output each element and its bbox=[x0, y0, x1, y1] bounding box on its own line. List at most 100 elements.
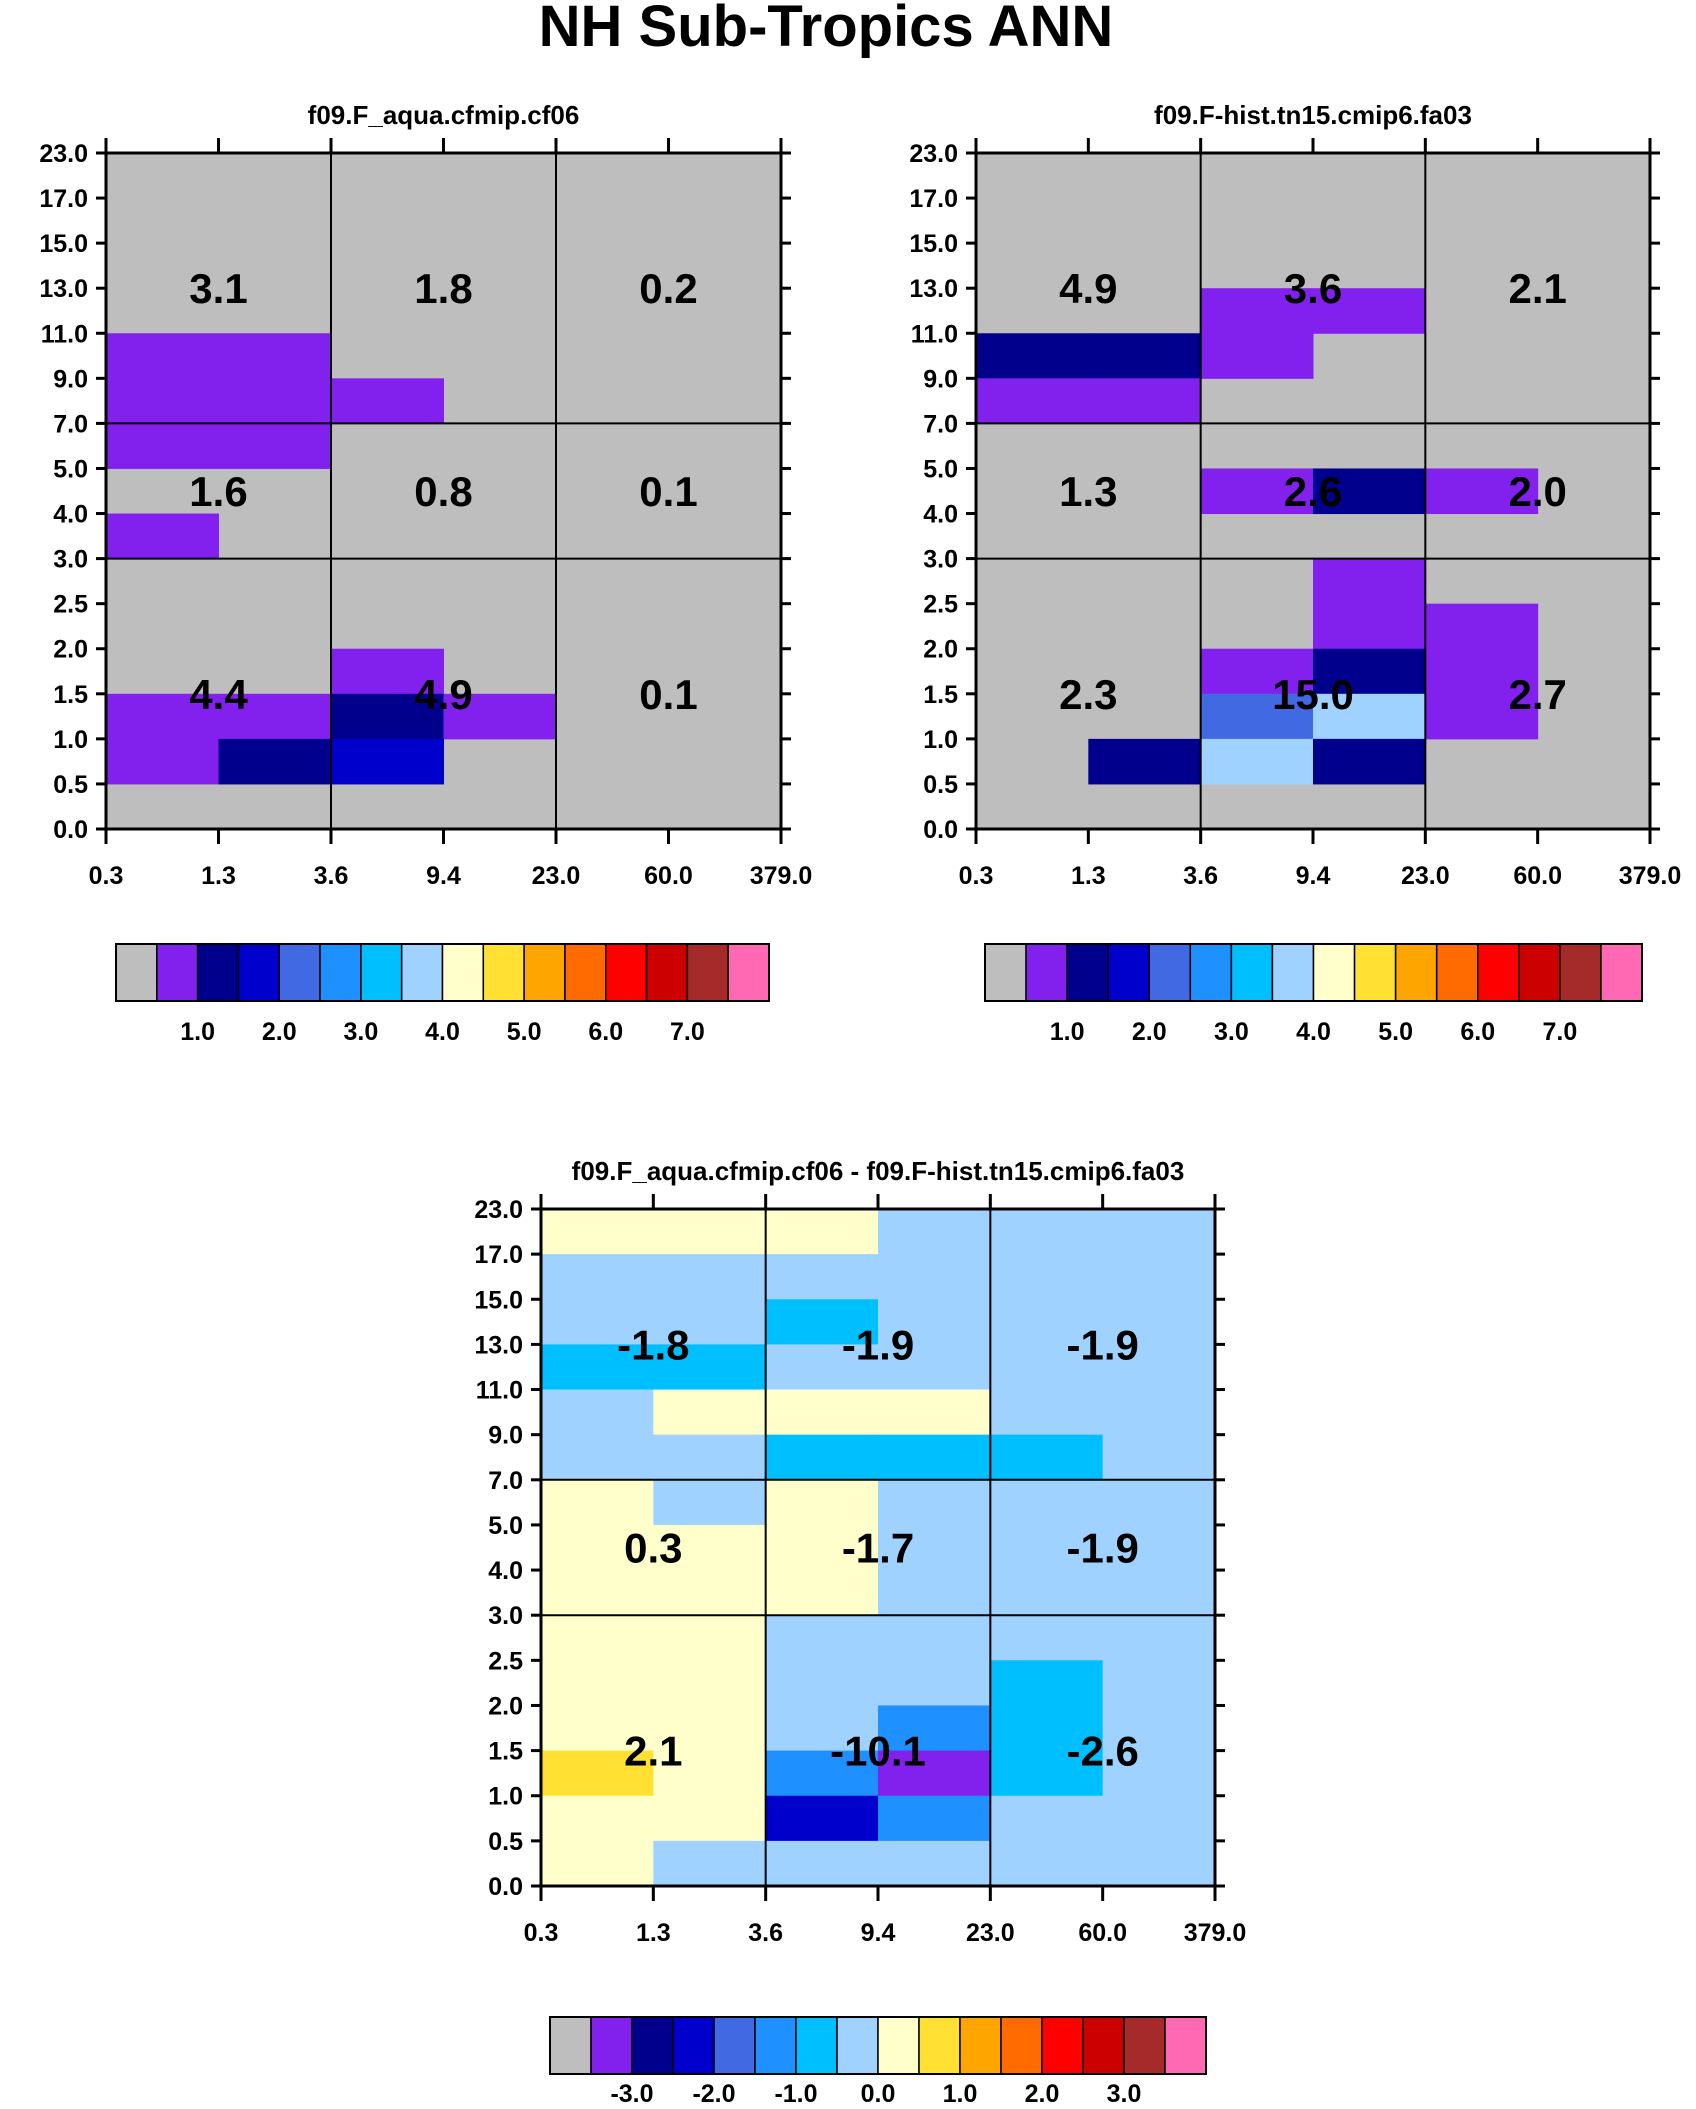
group-total-label: 2.1 bbox=[624, 1728, 682, 1775]
group-total-label: 4.9 bbox=[414, 671, 472, 718]
heatmap-cell bbox=[990, 1209, 1104, 1255]
colorbar-box bbox=[564, 943, 607, 1002]
colorbar-box bbox=[523, 943, 566, 1002]
colorbar-label: 4.0 bbox=[1296, 1018, 1331, 1046]
colorbar-box bbox=[1312, 943, 1356, 1002]
heatmap-cell bbox=[765, 1524, 879, 1571]
heatmap-cell bbox=[976, 378, 1089, 424]
y-tick-label: 15.0 bbox=[909, 230, 958, 258]
colorbar-label: -1.0 bbox=[774, 2080, 817, 2108]
colorbar-box bbox=[1435, 943, 1479, 1002]
colorbar-box bbox=[1082, 2016, 1125, 2075]
heatmap-cell bbox=[765, 1615, 879, 1661]
heatmap-cell bbox=[653, 1434, 767, 1481]
heatmap-cell bbox=[878, 1254, 991, 1300]
colorbar-label: 7.0 bbox=[670, 1018, 705, 1046]
heatmap-cell bbox=[1425, 468, 1539, 515]
x-tick-label: 23.0 bbox=[1401, 862, 1450, 890]
heatmap-cell bbox=[1102, 1344, 1216, 1391]
heatmap-cell bbox=[1313, 288, 1426, 334]
colorbar-box bbox=[1041, 2016, 1084, 2075]
colorbar-box bbox=[645, 943, 689, 1002]
panel-title: f09.F_aqua.cfmip.cf06 - f09.F-hist.tn15.… bbox=[572, 1156, 1185, 1186]
x-tick-label: 60.0 bbox=[1078, 1919, 1127, 1947]
heatmap-cell bbox=[878, 1299, 991, 1345]
colorbar-frame bbox=[115, 943, 770, 1002]
heatmap-cell bbox=[218, 333, 332, 379]
x-tick-label: 379.0 bbox=[750, 862, 813, 890]
heatmap-cell bbox=[765, 1254, 879, 1300]
y-tick-label: 3.0 bbox=[53, 546, 88, 574]
heatmap-cell bbox=[541, 1524, 654, 1571]
y-tick-label: 7.0 bbox=[488, 1467, 523, 1495]
heatmap-cell bbox=[976, 333, 1089, 379]
heatmap-cell bbox=[1200, 693, 1314, 740]
colorbar-box bbox=[754, 2016, 797, 2075]
panel-2: f09.F-hist.tn15.cmip6.fa03 0.0 0.5 1.0 1.5 2.… bbox=[909, 100, 1681, 1046]
heatmap-cell bbox=[106, 423, 219, 469]
heatmap-cell bbox=[990, 1344, 1104, 1391]
group-total-label: 2.0 bbox=[1508, 468, 1566, 515]
panel-1: f09.F_aqua.cfmip.cf06 0.0 0.5 1.0 1.5 2.0 2.5 3… bbox=[39, 100, 812, 1046]
heatmap-cell bbox=[331, 378, 444, 424]
heatmap-cell bbox=[218, 738, 332, 785]
heatmap-cell bbox=[1200, 288, 1314, 334]
y-tick-label: 9.0 bbox=[53, 365, 88, 393]
colorbar-box bbox=[1025, 943, 1068, 1002]
y-tick-label: 17.0 bbox=[474, 1241, 523, 1269]
heatmap-cell bbox=[541, 1254, 654, 1300]
colorbar-label: 3.0 bbox=[1214, 1018, 1249, 1046]
y-tick-label: 0.0 bbox=[923, 816, 958, 844]
heatmap-cell bbox=[653, 1795, 767, 1842]
y-tick-label: 5.0 bbox=[488, 1512, 523, 1540]
group-total-label: 1.3 bbox=[1059, 468, 1117, 515]
y-tick-label: 5.0 bbox=[923, 455, 958, 483]
colorbar-box bbox=[686, 943, 729, 1002]
heatmap-cell bbox=[1313, 693, 1426, 740]
heatmap-cell bbox=[990, 1389, 1104, 1436]
heatmap-cell bbox=[1102, 1389, 1216, 1436]
x-tick-label: 23.0 bbox=[966, 1919, 1015, 1947]
heatmap-cell bbox=[1425, 603, 1539, 650]
y-tick-label: 4.0 bbox=[923, 501, 958, 529]
y-tick-label: 2.5 bbox=[488, 1647, 523, 1675]
y-tick-label: 15.0 bbox=[474, 1286, 523, 1314]
y-tick-label: 0.5 bbox=[53, 771, 88, 799]
colorbar-label: 0.0 bbox=[861, 2080, 896, 2108]
y-tick-label: 2.5 bbox=[53, 591, 88, 619]
group-total-label: -10.1 bbox=[830, 1728, 926, 1775]
colorbar-box bbox=[1066, 943, 1109, 1002]
heatmap-cell bbox=[990, 1615, 1104, 1661]
y-tick-label: 1.0 bbox=[923, 726, 958, 754]
x-tick-label: 60.0 bbox=[644, 862, 693, 890]
x-tick-label: 379.0 bbox=[1619, 862, 1682, 890]
heatmap-cell bbox=[653, 1840, 767, 1887]
heatmap-cell bbox=[1102, 1299, 1216, 1345]
group-total-label: 0.3 bbox=[624, 1525, 682, 1572]
y-tick-label: 3.0 bbox=[488, 1602, 523, 1630]
y-tick-label: 15.0 bbox=[39, 230, 88, 258]
heatmap-cell bbox=[1102, 1750, 1216, 1797]
colorbar-box bbox=[1123, 2016, 1166, 2075]
heatmap-cell bbox=[878, 1840, 991, 1887]
group-total-label: 2.7 bbox=[1508, 671, 1566, 718]
group-total-label: 1.8 bbox=[414, 265, 472, 312]
colorbar-box bbox=[1230, 943, 1274, 1002]
group-total-label: 2.3 bbox=[1059, 671, 1117, 718]
heatmap-cell bbox=[990, 1524, 1104, 1571]
y-tick-label: 1.5 bbox=[488, 1738, 523, 1766]
heatmap-cell bbox=[990, 1254, 1104, 1300]
group-total-label: 3.6 bbox=[1284, 265, 1342, 312]
heatmap-cell bbox=[765, 1570, 879, 1616]
heatmap-cell bbox=[878, 1750, 991, 1797]
x-tick-label: 60.0 bbox=[1513, 862, 1562, 890]
heatmap-cell bbox=[1102, 1570, 1216, 1616]
x-tick-label: 9.4 bbox=[1296, 862, 1331, 890]
heatmap-cell bbox=[878, 1434, 991, 1481]
colorbar-frame bbox=[549, 2016, 1207, 2075]
y-tick-label: 2.5 bbox=[923, 591, 958, 619]
colorbar-label: -3.0 bbox=[610, 2080, 653, 2108]
heatmap-cell bbox=[541, 1389, 654, 1436]
heatmap-cell bbox=[653, 1254, 767, 1300]
